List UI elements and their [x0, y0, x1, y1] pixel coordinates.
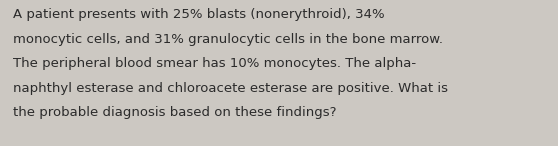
Text: A patient presents with 25% blasts (nonerythroid), 34%: A patient presents with 25% blasts (none… [13, 8, 384, 21]
Text: monocytic cells, and 31% granulocytic cells in the bone marrow.: monocytic cells, and 31% granulocytic ce… [13, 33, 443, 46]
Text: naphthyl esterase and chloroacete esterase are positive. What is: naphthyl esterase and chloroacete estera… [13, 81, 448, 94]
Text: the probable diagnosis based on these findings?: the probable diagnosis based on these fi… [13, 106, 336, 119]
Text: The peripheral blood smear has 10% monocytes. The alpha-: The peripheral blood smear has 10% monoc… [13, 57, 416, 70]
